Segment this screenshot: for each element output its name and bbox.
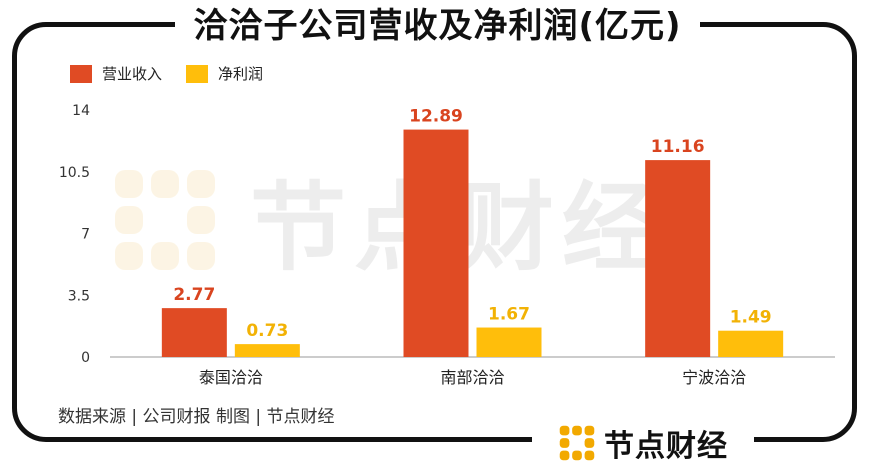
dot-grid-logo-icon	[559, 425, 595, 461]
data-label-profit: 1.49	[730, 308, 772, 328]
y-tick-label: 7	[81, 227, 90, 243]
legend: 营业收入 净利润	[70, 63, 287, 84]
x-tick-label: 南部洽洽	[440, 368, 504, 387]
y-tick-label: 0	[81, 350, 90, 366]
legend-label-revenue: 营业收入	[102, 65, 163, 83]
y-tick-label: 10.5	[59, 165, 90, 181]
data-label-profit: 1.67	[488, 305, 530, 325]
data-label-revenue: 2.77	[173, 285, 215, 305]
legend-item-profit: 净利润	[186, 63, 263, 84]
data-label-revenue: 12.89	[409, 107, 463, 127]
y-tick-label: 3.5	[68, 288, 90, 304]
legend-swatch-revenue	[70, 64, 92, 83]
bar-profit	[718, 330, 784, 357]
brand-logo: 节点财经	[532, 420, 754, 466]
legend-label-profit: 净利润	[218, 65, 264, 83]
data-label-revenue: 11.16	[651, 137, 705, 157]
bar-revenue	[645, 160, 711, 357]
brand-name: 节点财经	[604, 429, 728, 464]
legend-swatch-profit	[186, 64, 209, 83]
bar-profit	[234, 344, 300, 357]
bar-revenue	[403, 129, 469, 357]
source-note: 数据来源 | 公司财报 制图 | 节点财经	[58, 407, 335, 427]
y-tick-label: 14	[72, 103, 90, 119]
x-tick-label: 宁波洽洽	[682, 368, 746, 387]
bar-revenue	[161, 308, 227, 357]
x-tick-label: 泰国洽洽	[199, 368, 263, 387]
bar-profit	[476, 327, 542, 357]
legend-item-revenue: 营业收入	[70, 63, 162, 84]
data-label-profit: 0.73	[246, 321, 288, 341]
